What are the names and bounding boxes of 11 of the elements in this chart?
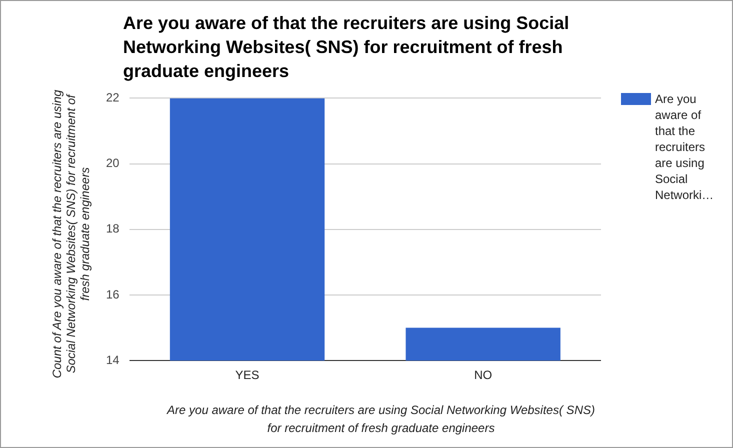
x-tick-label: NO (474, 368, 492, 382)
y-tick-label: 22 (106, 90, 120, 105)
y-tick-label: 16 (106, 287, 120, 302)
legend-label: Are you aware of that the recruiters are using Social Networki… (655, 91, 715, 203)
x-axis-title: Are you aware of that the recruiters are using Social Networking Websites( SNS) for recruitment of fresh graduate engineers (166, 402, 596, 437)
y-tick-label: 18 (106, 222, 120, 236)
y-axis-title: Count of Are you aware of that the recruiters are using Social Networking Websites( SNS) for recruitment of fresh graduate engineers (50, 88, 92, 380)
chart-title: Are you aware of that the recruiters are using Social Networking Websites( SNS) for recruitment of fresh graduate engineers (123, 12, 570, 83)
y-tick-label: 14 (106, 352, 120, 367)
y-tick-label: 20 (106, 156, 120, 170)
x-tick-label: YES (235, 368, 260, 382)
